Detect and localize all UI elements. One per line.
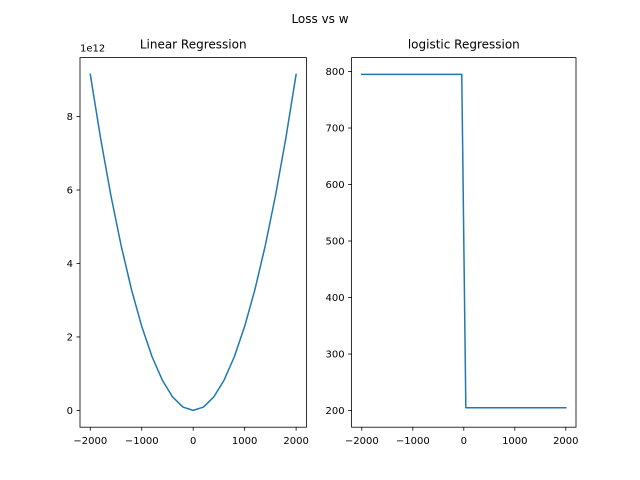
y-tick-label: 6	[67, 186, 73, 197]
x-tick-label: −2000	[345, 436, 379, 447]
x-tick-label: −1000	[396, 436, 430, 447]
x-tick-label: 2000	[553, 436, 578, 447]
x-tick-label: 0	[461, 436, 467, 447]
series-line-1	[361, 73, 567, 409]
y-tick-label: 700	[326, 124, 345, 135]
y-tick-label: 0	[67, 406, 73, 417]
y-tick-label: 2	[67, 333, 73, 344]
y-offset-label: 1e12	[80, 44, 105, 55]
x-tick-label: −1000	[125, 436, 159, 447]
y-tick-label: 4	[67, 259, 73, 270]
subplot-title: logistic Regression	[408, 38, 520, 52]
y-tick-label: 400	[326, 293, 345, 304]
y-tick-label: 500	[326, 237, 345, 248]
series-line-1	[89, 73, 297, 412]
x-tick-label: 2000	[283, 436, 308, 447]
y-tick-label: 300	[326, 350, 345, 361]
subplot-2: −2000 −1000 0 1000 2000 200 300 400 500 600 700 800…	[326, 38, 579, 448]
y-tick-label: 200	[326, 406, 345, 417]
figure-suptitle: Loss vs w	[291, 12, 348, 26]
y-tick-label: 600	[326, 180, 345, 191]
y-tick-label: 800	[326, 67, 345, 78]
x-tick-label: −2000	[73, 436, 107, 447]
subplot-1: −2000 −1000 0 1000 2000 0 2 4 6 8 1e12 Linear Regre…	[67, 38, 309, 448]
subplot-title: Linear Regression	[140, 38, 247, 52]
y-tick-label: 8	[67, 112, 73, 123]
x-tick-label: 1000	[232, 436, 257, 447]
x-tick-label: 0	[190, 436, 196, 447]
x-tick-label: 1000	[502, 436, 527, 447]
